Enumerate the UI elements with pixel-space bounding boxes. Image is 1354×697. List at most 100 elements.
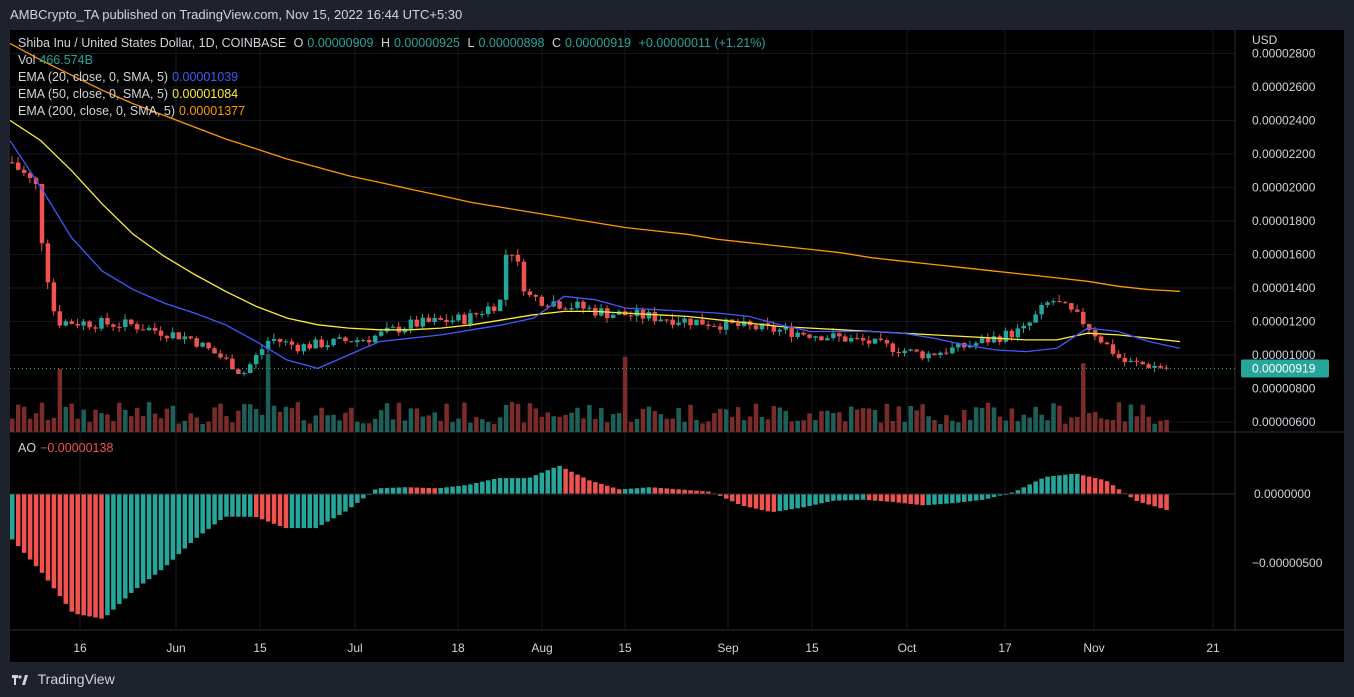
ao-bar xyxy=(402,487,408,494)
volume-bar xyxy=(605,422,610,432)
ao-bar xyxy=(426,487,431,494)
ao-bar xyxy=(884,494,890,502)
chart-svg[interactable]: 0.00002800 0.00002600 0.00002400 0.00002200… xyxy=(10,30,1344,662)
volume-bar xyxy=(729,416,735,432)
ao-bar xyxy=(825,494,830,502)
candle-body xyxy=(860,338,866,341)
volume-bar xyxy=(759,417,765,432)
ao-bar xyxy=(807,494,812,506)
ao-bar xyxy=(69,494,74,612)
footer: TradingView xyxy=(0,662,1354,697)
candle-body xyxy=(432,317,437,322)
ao-bar xyxy=(503,478,509,494)
candle-body xyxy=(890,343,896,353)
volume-bar xyxy=(866,408,872,432)
ao-bar xyxy=(860,494,866,500)
ao-bar xyxy=(1086,476,1092,494)
legend-volume-row[interactable]: Vol 466.574B xyxy=(18,52,97,69)
volume-bar xyxy=(765,419,771,432)
price-tick-label: 0.00002200 xyxy=(1252,147,1316,161)
volume-bar xyxy=(902,421,907,432)
time-tick-label: 16 xyxy=(73,641,87,655)
candle-body xyxy=(474,313,479,315)
volume-bar xyxy=(230,422,235,432)
legend-low-label: L xyxy=(467,36,475,50)
ao-bar xyxy=(491,479,497,494)
legend-ema200-label: EMA (200, close, 0, SMA, 5) xyxy=(18,104,176,118)
volume-bar xyxy=(985,402,991,432)
ao-bar xyxy=(700,491,705,494)
ao-bar xyxy=(753,494,759,509)
ao-bar xyxy=(105,494,110,616)
candle-body xyxy=(200,342,205,347)
volume-bar xyxy=(10,418,15,432)
candle-body xyxy=(991,336,997,343)
ao-bar xyxy=(741,494,747,506)
candle-body xyxy=(938,352,943,355)
candle-body xyxy=(21,169,27,174)
volume-bar xyxy=(242,404,247,432)
volume-bar xyxy=(837,412,842,432)
candle-body xyxy=(634,309,640,316)
legend-ema200-row[interactable]: EMA (200, close, 0, SMA, 5) 0.00001377 xyxy=(18,103,249,120)
volume-bar xyxy=(694,419,699,432)
candle-body xyxy=(462,314,467,325)
volume-bar xyxy=(575,407,580,432)
candle-body xyxy=(694,319,699,326)
ao-bar xyxy=(676,489,681,494)
candle-body xyxy=(652,312,658,322)
legend-symbol[interactable]: Shiba Inu / United States Dollar, 1D, CO… xyxy=(18,36,287,50)
ao-bar xyxy=(1092,477,1098,494)
ao-bar xyxy=(652,487,658,494)
ao-bar xyxy=(319,494,324,525)
ao-bar xyxy=(343,494,348,512)
legend-ema50-row[interactable]: EMA (50, close, 0, SMA, 5) 0.00001084 xyxy=(18,86,242,103)
candle-body xyxy=(646,312,652,319)
candle-body xyxy=(765,323,771,326)
volume-bar xyxy=(771,406,777,432)
candle-body xyxy=(117,326,122,328)
legend-high-value: 0.00000925 xyxy=(393,36,461,50)
volume-bar xyxy=(1122,421,1128,432)
volume-bar xyxy=(1158,420,1163,432)
ao-bar xyxy=(57,494,63,597)
volume-bar xyxy=(581,418,586,432)
volume-bar xyxy=(1039,414,1044,432)
last-price-badge xyxy=(1241,359,1329,378)
legend-volume-value: 466.574B xyxy=(39,53,93,67)
candle-body xyxy=(355,340,360,343)
time-tick-label: Sep xyxy=(717,641,739,655)
volume-bar xyxy=(57,368,63,432)
ao-bar xyxy=(1009,492,1015,494)
ao-bar xyxy=(10,494,15,540)
volume-bar xyxy=(1027,417,1032,432)
volume-bar xyxy=(408,408,414,432)
ao-bar xyxy=(854,494,860,500)
volume-bar xyxy=(15,404,21,432)
ao-bar xyxy=(985,494,991,499)
candle-body xyxy=(361,339,366,341)
legend-ao-row[interactable]: AO −0.00000138 xyxy=(18,440,117,457)
chart-area[interactable]: 0.00002800 0.00002600 0.00002400 0.00002200… xyxy=(10,30,1344,662)
ao-bar xyxy=(831,494,836,501)
ao-bar xyxy=(170,494,176,560)
ao-bar xyxy=(908,494,913,504)
candle-body xyxy=(664,319,669,321)
candle-body xyxy=(908,349,913,351)
volume-bar xyxy=(610,414,616,432)
volume-bar xyxy=(533,408,539,432)
ao-bar xyxy=(950,494,955,504)
legend-ema20-row[interactable]: EMA (20, close, 0, SMA, 5) 0.00001039 xyxy=(18,69,242,86)
footer-brand[interactable]: TradingView xyxy=(37,671,115,687)
candle-body xyxy=(884,340,890,344)
ao-bar xyxy=(420,487,426,494)
ao-bar xyxy=(444,487,449,494)
candle-body xyxy=(164,335,170,339)
candle-body xyxy=(271,338,277,341)
volume-bar xyxy=(979,407,985,432)
ao-bar xyxy=(230,494,235,517)
candle-body xyxy=(426,317,431,322)
ao-bar xyxy=(75,494,80,615)
volume-bar xyxy=(224,416,229,432)
candle-body xyxy=(253,355,259,365)
